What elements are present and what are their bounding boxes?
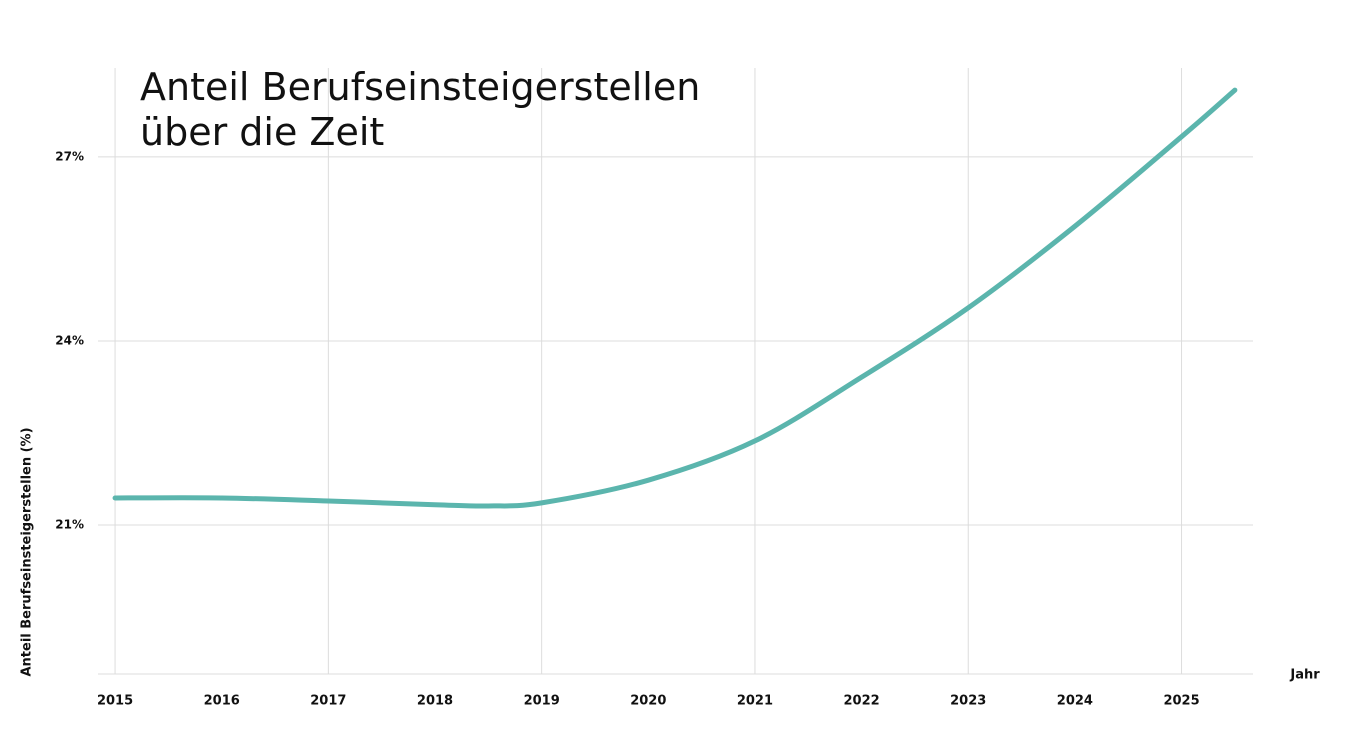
x-tick-label: 2023 (950, 694, 986, 709)
x-tick-label: 2025 (1163, 694, 1199, 709)
x-tick-label: 2016 (204, 694, 240, 709)
x-axis-label: Jahr (1289, 668, 1320, 683)
title-line: über die Zeit (140, 110, 384, 154)
x-tick-label: 2019 (524, 694, 560, 709)
x-tick-label: 2015 (97, 694, 133, 709)
x-tick-label: 2020 (630, 694, 666, 709)
y-tick-label: 21% (55, 517, 84, 531)
x-tick-label: 2018 (417, 694, 453, 709)
line-series (112, 87, 1238, 509)
x-tick-label: 2017 (310, 694, 346, 709)
title-line: Anteil Berufseinsteigerstellen (140, 65, 700, 109)
x-tick-label: 2022 (844, 694, 880, 709)
x-tick-label: 2021 (737, 694, 773, 709)
y-tick-label: 27% (55, 149, 84, 163)
x-tick-label: 2024 (1057, 694, 1093, 709)
y-axis-label: Anteil Berufseinsteigerstellen (%) (20, 427, 35, 676)
y-tick-label: 24% (55, 333, 84, 347)
chart-title: Anteil Berufseinsteigerstellen über die … (140, 65, 712, 154)
